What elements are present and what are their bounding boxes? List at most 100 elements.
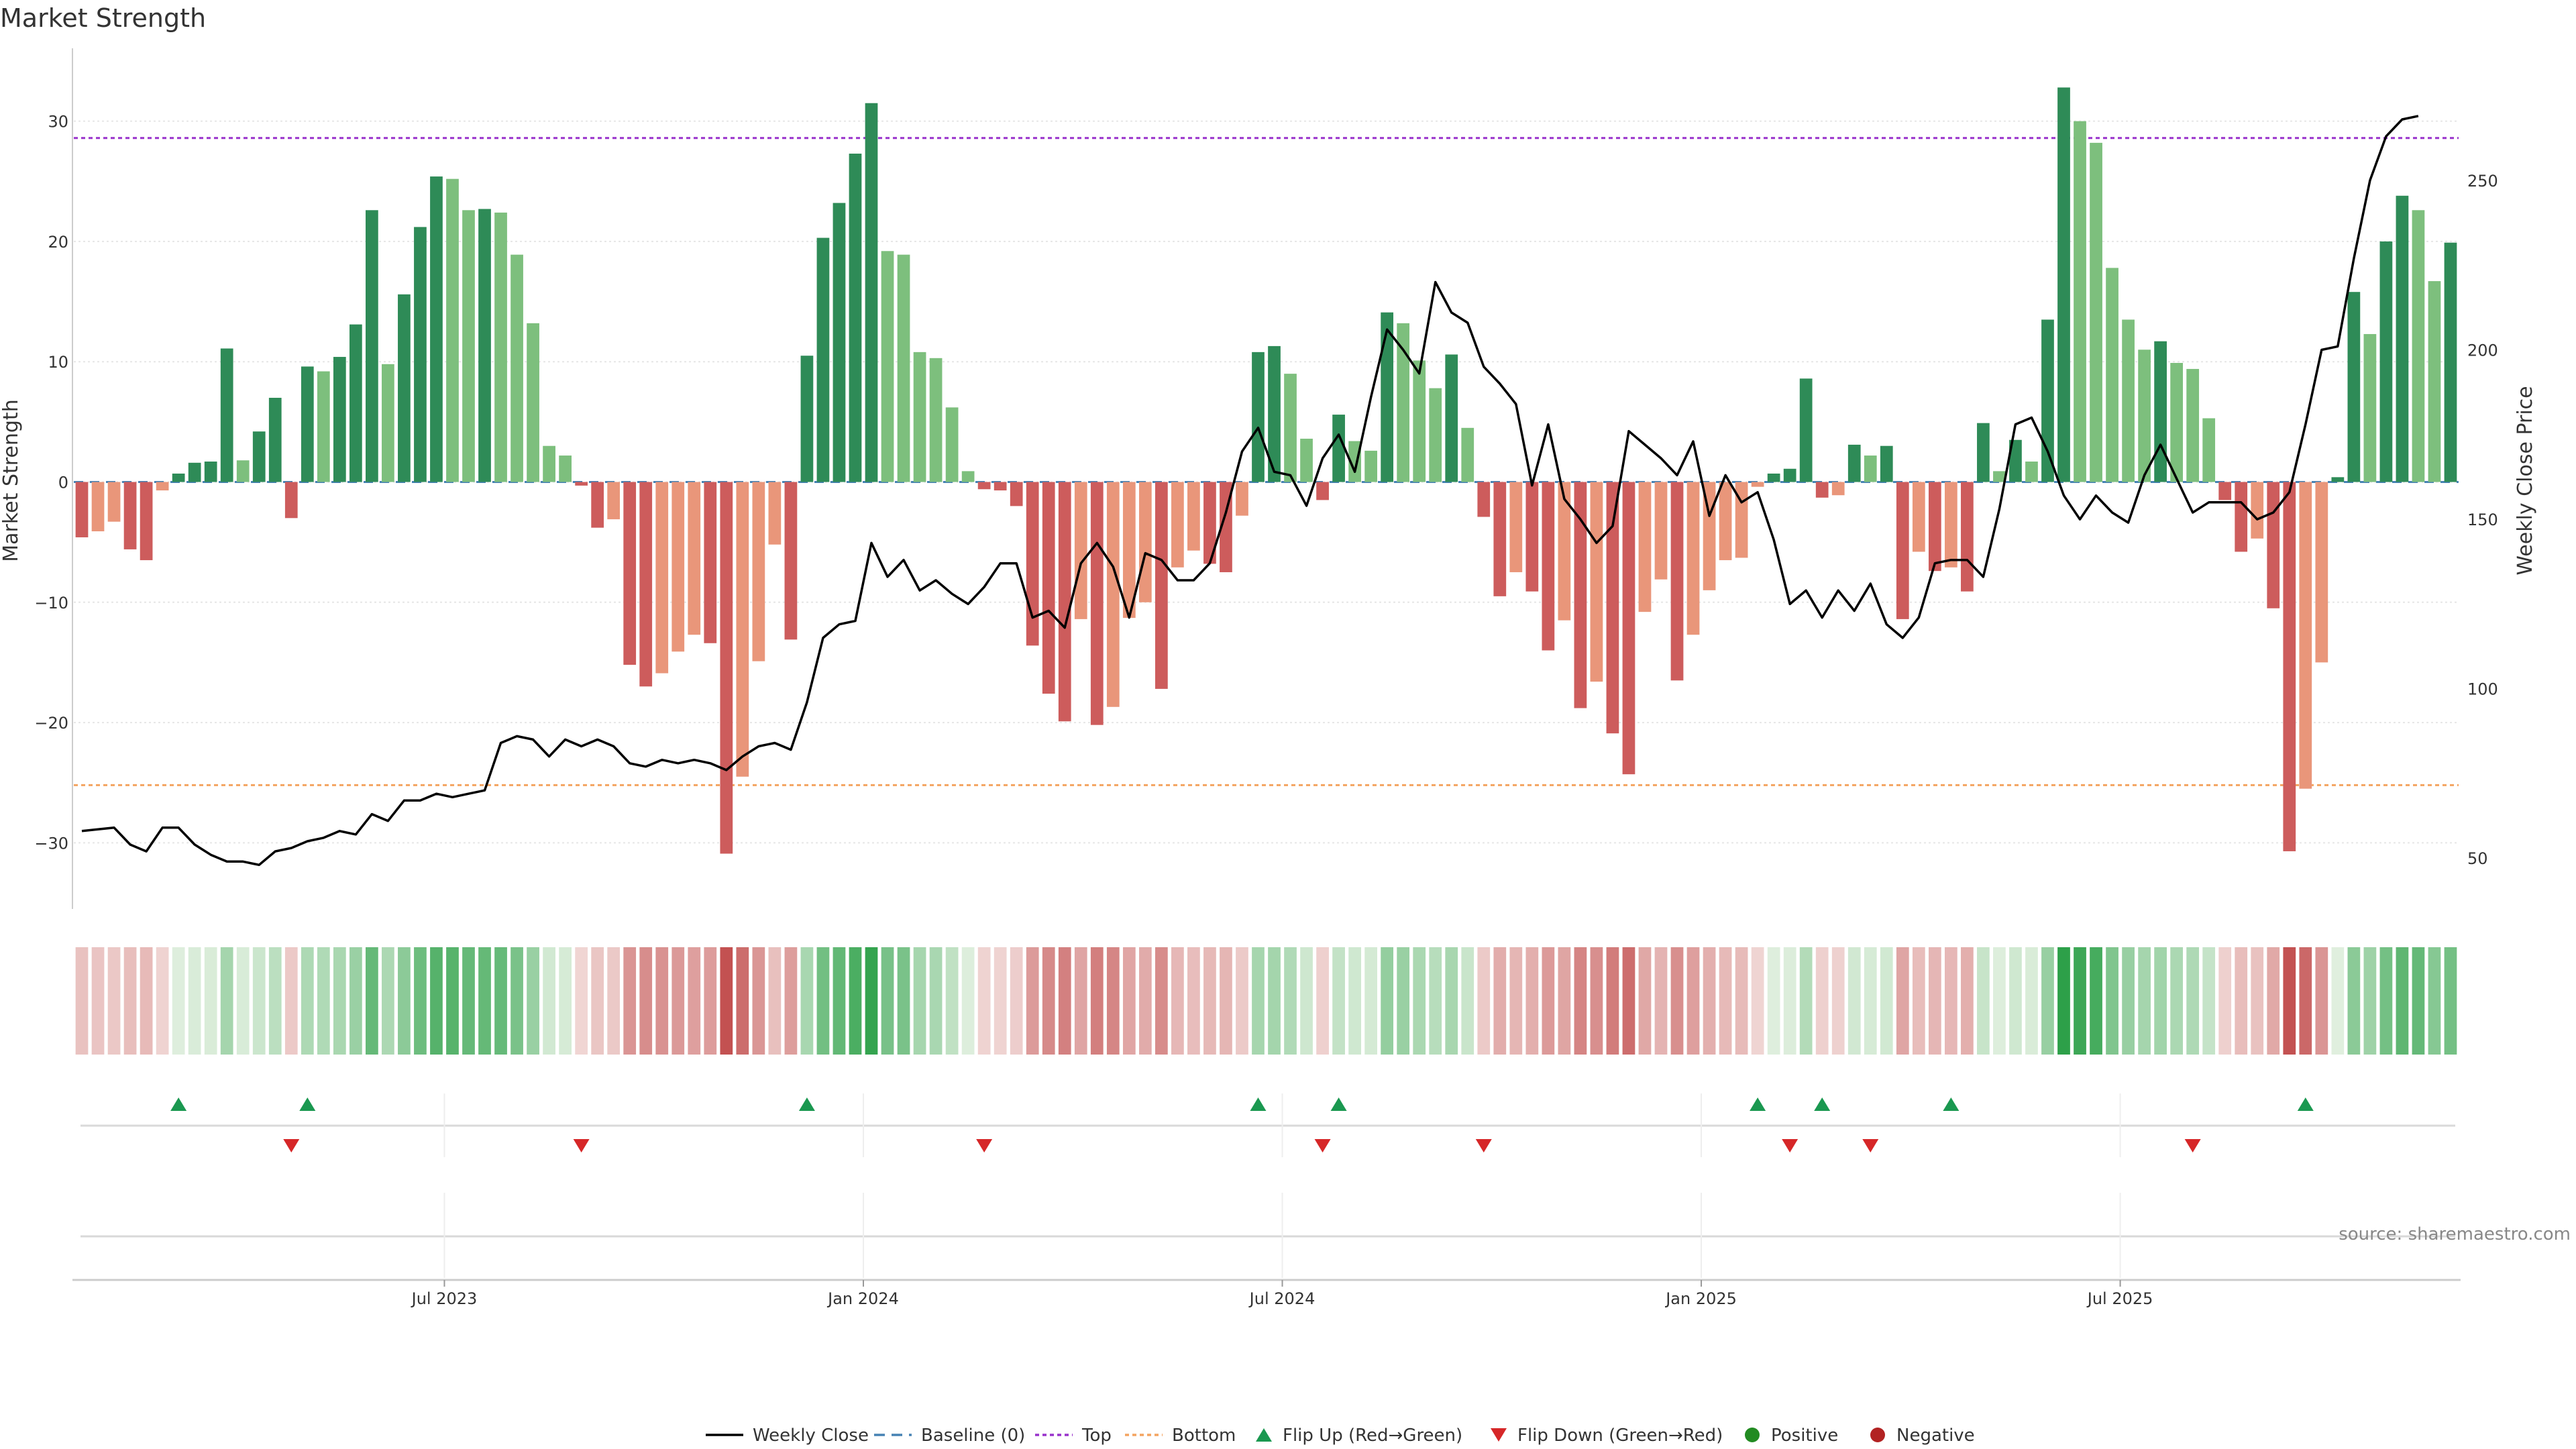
heatmap-cell <box>2412 947 2425 1055</box>
strength-bar <box>236 460 250 482</box>
heatmap-cell <box>1847 947 1861 1055</box>
heatmap-cell <box>301 947 314 1055</box>
strength-bar <box>1397 323 1410 482</box>
heatmap-cell <box>1268 947 1281 1055</box>
strength-bar <box>2379 241 2393 482</box>
y-right-tick-label: 200 <box>2467 341 2498 360</box>
strength-bar <box>494 212 507 482</box>
strength-bar <box>1332 415 1345 482</box>
strength-bar <box>1461 427 1474 482</box>
strength-bar <box>929 358 943 482</box>
y-right-tick-label: 250 <box>2467 172 2498 191</box>
strength-bar <box>333 357 346 482</box>
strength-bar <box>897 254 910 482</box>
heatmap-cell <box>446 947 459 1055</box>
heatmap-cell <box>1122 947 1136 1055</box>
heatmap-cell <box>123 947 137 1055</box>
heatmap-cell <box>752 947 765 1055</box>
heatmap-cell <box>511 947 523 1055</box>
heatmap-cell <box>1461 947 1474 1055</box>
heatmap-cell <box>382 947 394 1055</box>
legend-label: Flip Up (Red→Green) <box>1283 1426 1462 1446</box>
heatmap-cell <box>672 947 685 1055</box>
chart-title: Market Strength <box>0 3 206 33</box>
strength-bar <box>1928 482 1941 572</box>
strength-bar <box>1058 482 1071 722</box>
heatmap-cell <box>1719 947 1732 1055</box>
strength-bar <box>720 482 733 854</box>
strength-bar <box>156 482 169 491</box>
legend-item: Top <box>1035 1426 1112 1446</box>
heatmap-cell <box>784 947 798 1055</box>
strength-bar <box>1880 445 1893 482</box>
strength-bar <box>994 482 1007 491</box>
strength-bar <box>865 103 878 482</box>
legend: Weekly Close Baseline (0) Top Bottom Flip Up… <box>706 1426 1975 1446</box>
strength-bar <box>1590 482 1603 682</box>
y-left-tick-label: 10 <box>48 353 68 372</box>
strength-bar <box>1525 482 1539 592</box>
legend-item: Baseline (0) <box>874 1426 1025 1446</box>
heatmap-cell <box>2041 947 2054 1055</box>
heatmap-cell <box>1010 947 1023 1055</box>
strength-bar <box>1074 482 1087 619</box>
heatmap-cell <box>284 947 298 1055</box>
heatmap-cell <box>349 947 362 1055</box>
strength-bar <box>1767 473 1780 482</box>
strength-bar <box>543 445 555 482</box>
strength-bar <box>382 364 394 482</box>
heatmap-cell <box>639 947 653 1055</box>
heatmap-cell <box>220 947 233 1055</box>
heatmap-cell <box>1703 947 1716 1055</box>
heatmap-cell <box>2379 947 2393 1055</box>
heatmap-cell <box>527 947 539 1055</box>
strength-bar <box>2122 319 2135 482</box>
heatmap-cell <box>1977 947 1990 1055</box>
heatmap-cell <box>75 947 89 1055</box>
heatmap-cell <box>2074 947 2086 1055</box>
heatmap-cell <box>1284 947 1297 1055</box>
weekly-close-line <box>81 115 2419 867</box>
heatmap-cell <box>1381 947 1394 1055</box>
legend-item: Flip Up (Red→Green) <box>1256 1426 1462 1446</box>
strength-bar <box>2428 281 2441 482</box>
heatmap-cell <box>2283 947 2296 1055</box>
heatmap-cell <box>2122 947 2135 1055</box>
heatmap-cell <box>156 947 169 1055</box>
axes-layer: −30 −20 −10 0 10 20 30 50 100 150 200 250 Market Str… <box>0 48 2537 909</box>
strength-bar <box>2202 418 2216 482</box>
heatmap-cell <box>1686 947 1700 1055</box>
strength-bar <box>75 482 89 537</box>
heatmap-cell <box>2299 947 2312 1055</box>
heatmap-cell <box>1961 947 1974 1055</box>
x-tick-label: Jul 2023 <box>411 1289 478 1308</box>
heatmap-cell <box>1220 947 1232 1055</box>
heatmap-cell <box>1558 947 1571 1055</box>
strength-bar <box>349 324 362 482</box>
heatmap-cell <box>2218 947 2232 1055</box>
strength-bar <box>704 482 717 643</box>
strength-bar <box>1509 482 1523 572</box>
strength-bar <box>2186 368 2200 482</box>
heatmap-cell <box>559 947 572 1055</box>
heatmap-cell <box>1348 947 1361 1055</box>
heatmap-cell <box>2154 947 2167 1055</box>
strength-bar <box>736 482 749 777</box>
y-right-axis-label: Weekly Close Price <box>2514 386 2537 575</box>
legend-label: Bottom <box>1172 1426 1236 1446</box>
heatmap-cell <box>543 947 555 1055</box>
strength-bar <box>511 254 523 482</box>
heatmap-cell <box>1203 947 1216 1055</box>
heatmap-cell <box>2251 947 2264 1055</box>
y-right-tick-label: 150 <box>2467 511 2498 529</box>
legend-item: Weekly Close <box>706 1426 869 1446</box>
strength-bar <box>1686 482 1700 635</box>
strength-bar <box>607 482 621 520</box>
heatmap-cell <box>1364 947 1377 1055</box>
flip-down-marker <box>1475 1139 1492 1152</box>
strength-bar <box>1799 378 1813 482</box>
strength-bar <box>1606 482 1619 734</box>
heatmap-cell <box>2235 947 2248 1055</box>
heatmap-cell <box>414 947 427 1055</box>
strength-bar <box>575 482 588 486</box>
